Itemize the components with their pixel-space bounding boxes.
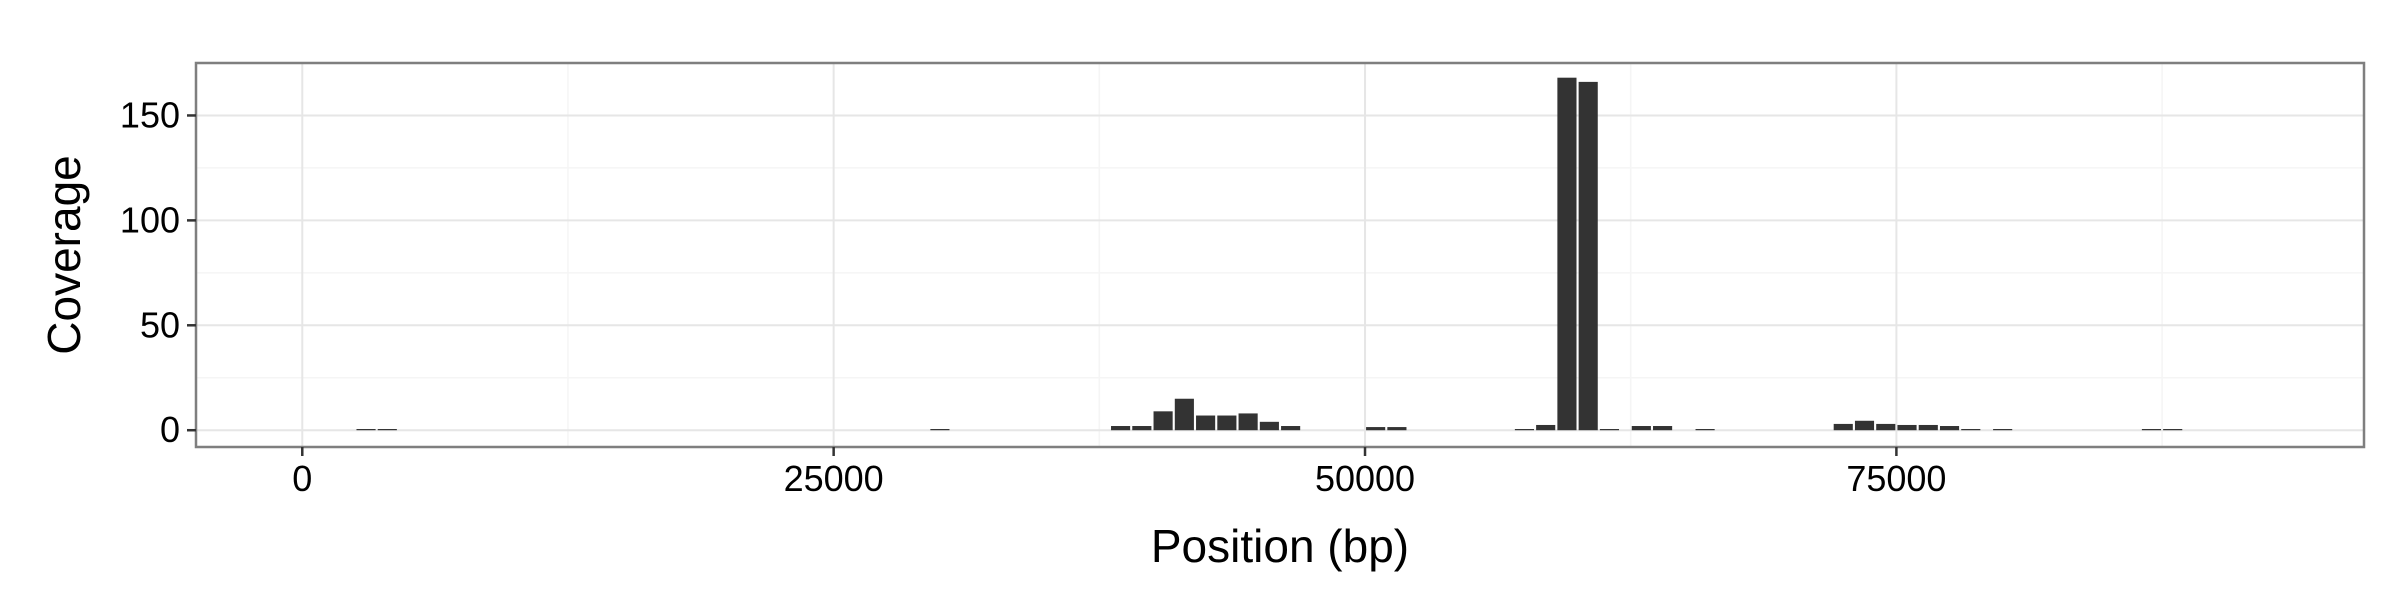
- bar: [1366, 427, 1386, 431]
- plot-background: [196, 63, 2364, 447]
- bar: [1174, 398, 1194, 431]
- bar: [1132, 426, 1152, 431]
- y-tick-label: 50: [140, 304, 180, 345]
- x-tick-label: 0: [292, 458, 312, 499]
- bar: [1536, 424, 1556, 431]
- bar: [1578, 81, 1598, 431]
- bar: [1897, 424, 1917, 431]
- bar: [1514, 429, 1534, 431]
- bar: [1854, 420, 1875, 431]
- x-axis-title: Position (bp): [1151, 520, 1409, 572]
- bar: [1653, 426, 1673, 431]
- bar: [1387, 427, 1407, 431]
- bar: [377, 429, 397, 431]
- bar: [1631, 426, 1651, 431]
- plot-border: [194, 61, 2366, 449]
- bar: [2141, 429, 2162, 431]
- bar: [1695, 429, 1715, 431]
- bar: [1993, 429, 2013, 431]
- grid-minor: [196, 63, 2364, 447]
- bar: [1599, 429, 1620, 431]
- bar: [356, 429, 376, 431]
- bar: [1196, 415, 1216, 431]
- bar: [1918, 424, 1938, 431]
- bar: [1833, 423, 1853, 431]
- y-tick-label: 0: [160, 409, 180, 450]
- bar: [1876, 423, 1896, 431]
- bar: [1238, 413, 1258, 431]
- y-axis-title: Coverage: [38, 155, 90, 354]
- bar: [1281, 426, 1301, 431]
- bar: [1259, 421, 1279, 431]
- bar: [1961, 429, 1981, 431]
- y-tick-label: 100: [120, 199, 180, 240]
- bar: [930, 429, 950, 431]
- bar: [1217, 415, 1237, 431]
- bar: [1557, 77, 1577, 431]
- x-tick-label: 50000: [1315, 458, 1415, 499]
- bar: [2163, 429, 2183, 431]
- x-tick-label: 75000: [1846, 458, 1946, 499]
- y-tick-label: 150: [120, 94, 180, 135]
- bar: [1939, 426, 1960, 431]
- x-tick-label: 25000: [784, 458, 884, 499]
- bar: [1111, 426, 1131, 431]
- bar: [1153, 411, 1173, 431]
- bars: [356, 77, 2183, 431]
- y-axis: 0 50 100 150: [120, 94, 196, 450]
- x-axis: 0 25000 50000 75000: [292, 447, 1946, 499]
